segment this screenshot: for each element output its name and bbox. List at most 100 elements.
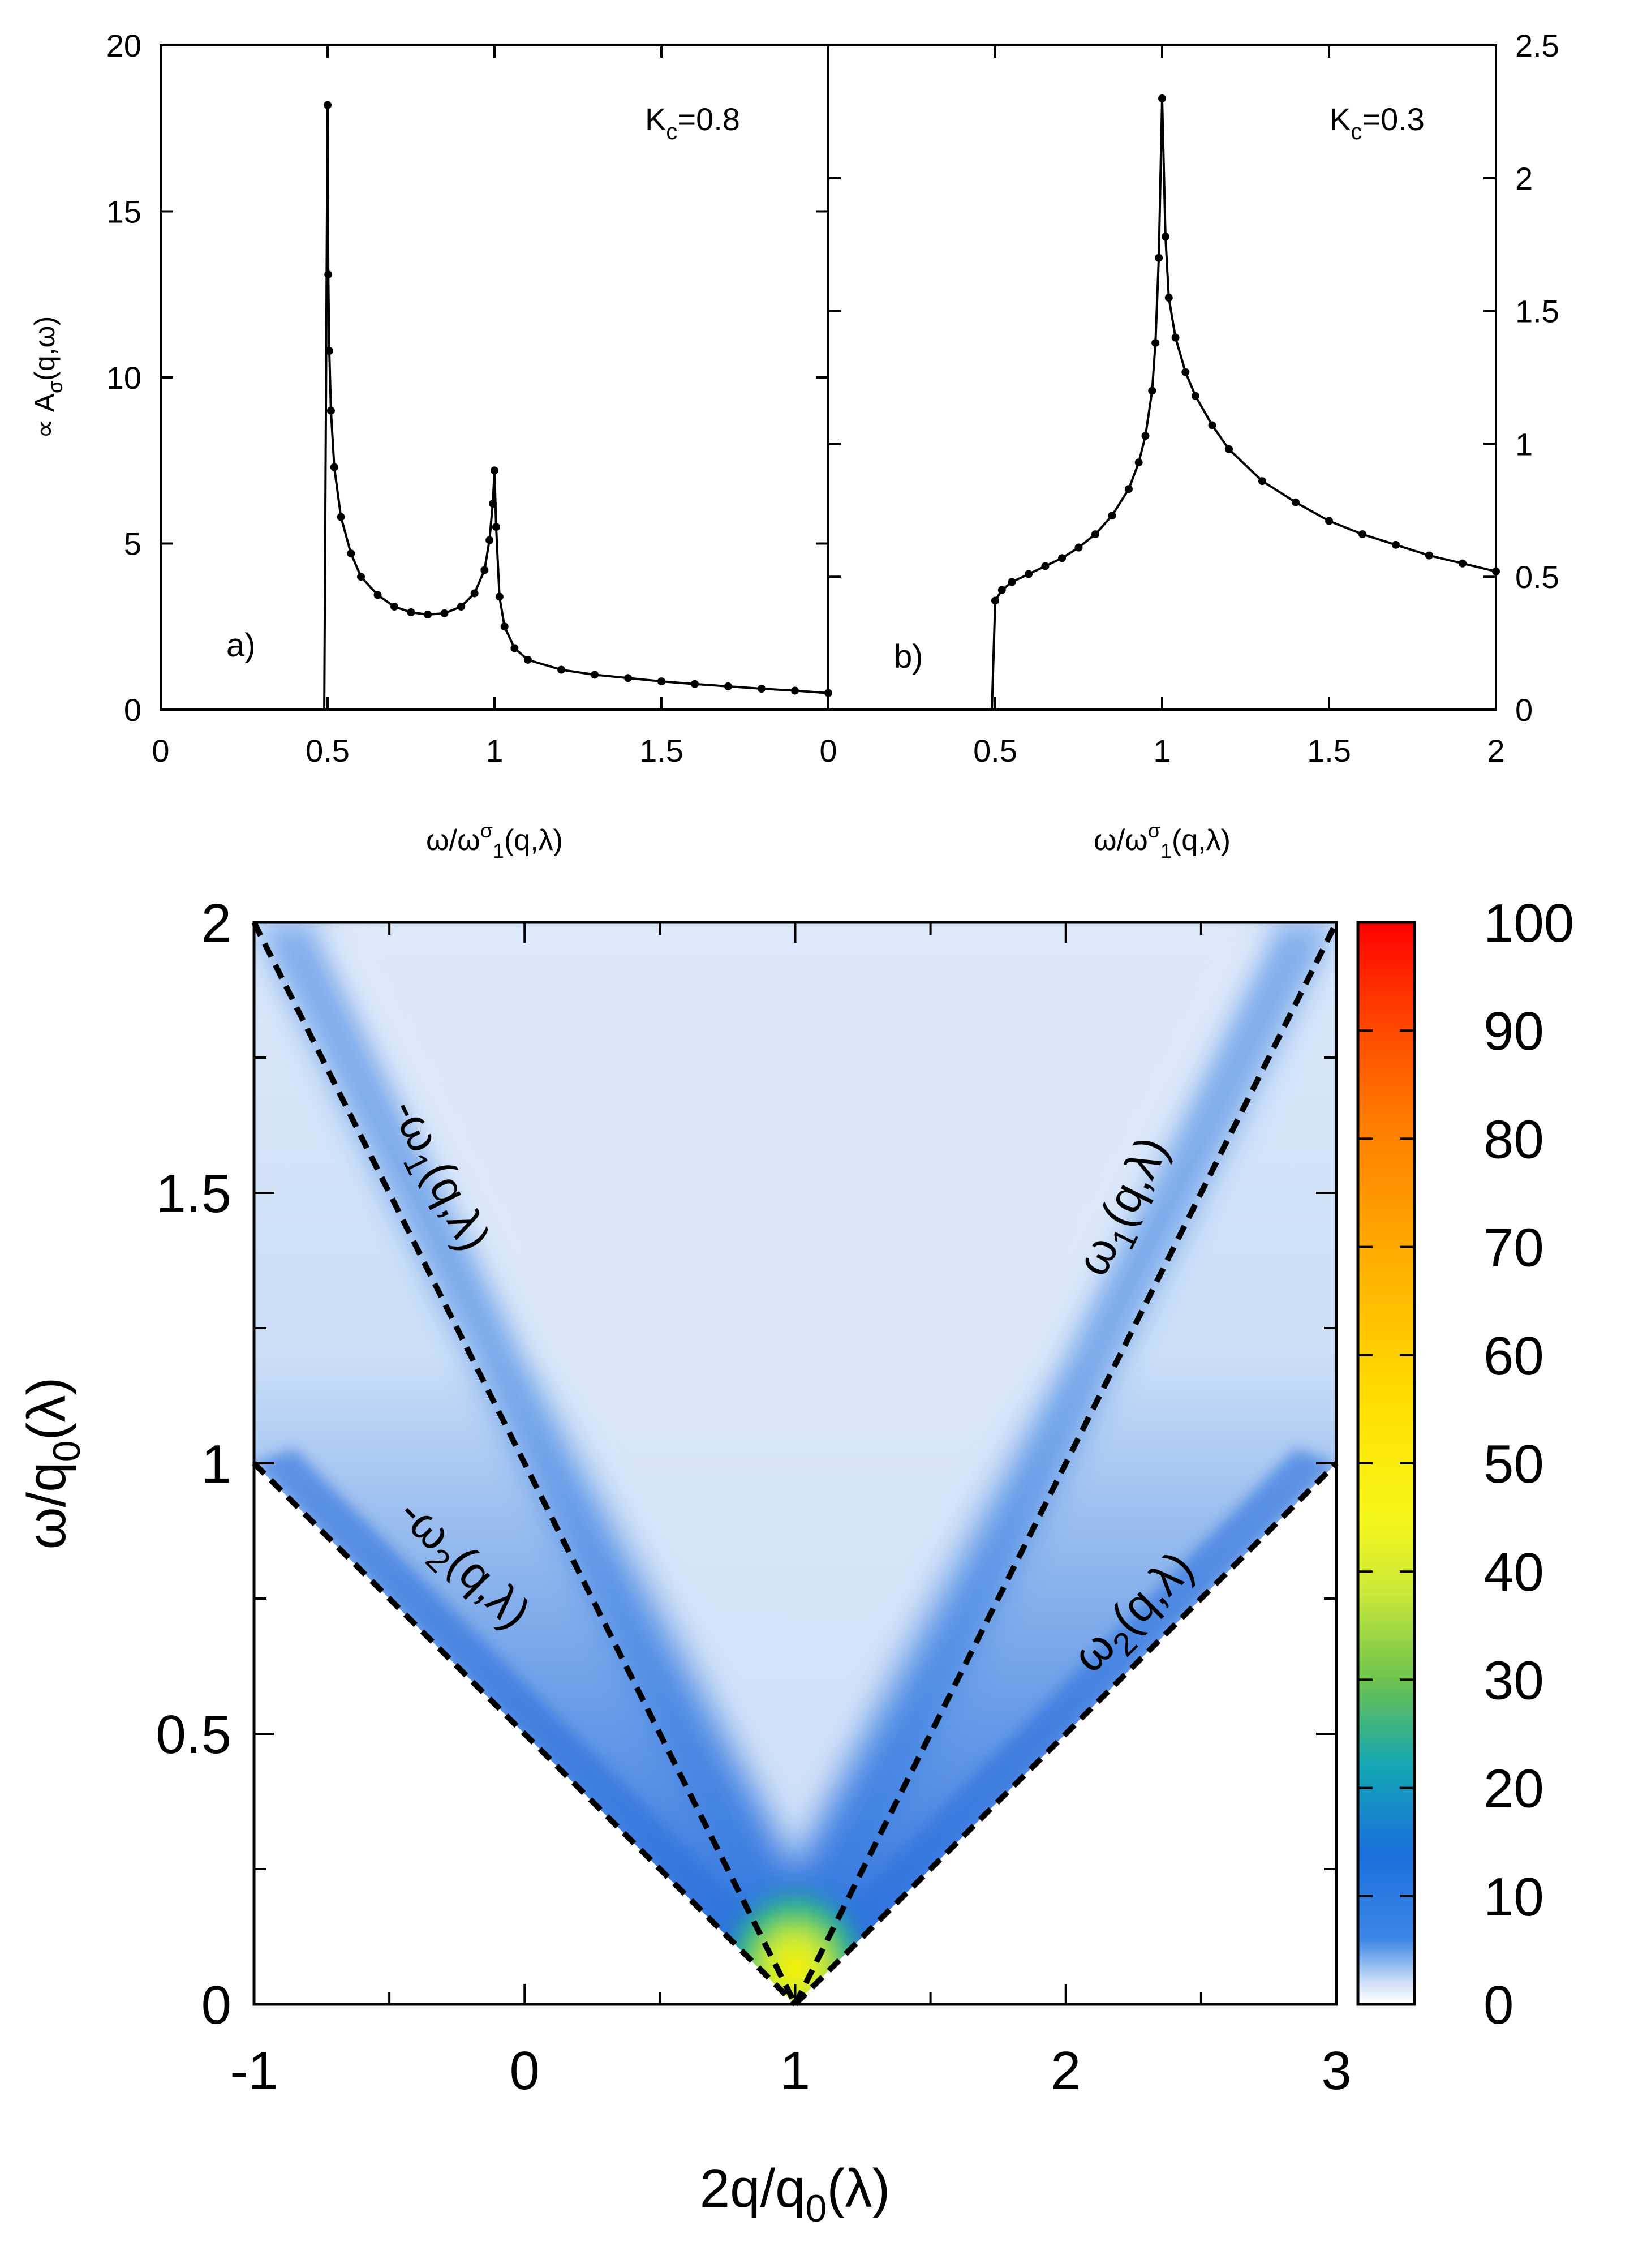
data-point <box>1041 562 1050 570</box>
data-point <box>470 589 479 598</box>
data-point <box>624 674 632 682</box>
colorbar-tick-label: 90 <box>1484 1001 1544 1062</box>
y-tick-label: 0.5 <box>1515 559 1559 595</box>
data-point <box>791 686 799 695</box>
data-point <box>1192 392 1199 400</box>
colorbar-tick-label: 0 <box>1484 1975 1513 2035</box>
data-point <box>1358 530 1366 539</box>
data-point <box>1025 570 1033 578</box>
data-point <box>485 536 494 544</box>
data-point <box>1008 578 1016 586</box>
panel-c: -1 0 1 2 300.511.52 -ω1(q,λ) -ω2(q,λ) ω1(q,λ… <box>16 893 1574 2230</box>
dashed-dispersion-line <box>251 921 798 2006</box>
dashed-dispersion-line <box>252 1461 798 2007</box>
data-point <box>1292 498 1300 506</box>
data-point <box>1074 543 1083 552</box>
data-point <box>1134 458 1143 467</box>
data-point <box>491 466 498 475</box>
data-point <box>1125 485 1133 493</box>
data-point <box>495 592 504 601</box>
y-tick-label: 20 <box>106 28 141 63</box>
data-point <box>1158 94 1166 102</box>
data-point <box>1108 512 1116 520</box>
x-tick-label: 1.5 <box>639 733 683 768</box>
data-point <box>524 655 532 664</box>
data-point <box>997 586 1006 594</box>
y-tick-label: 1 <box>1515 426 1533 462</box>
x-tick-label: 2 <box>1051 2041 1081 2101</box>
data-point <box>326 406 335 415</box>
data-point <box>1141 432 1150 440</box>
panel-b-label: b) <box>894 638 923 675</box>
panel-b: 0 0.5 1 1.5 200.511.522.5 b) Kc=0.3 ω/ωσ1(q,… <box>819 28 1559 862</box>
dashed-dispersion-line <box>793 921 1339 2006</box>
data-point <box>330 463 338 471</box>
x-tick-label: 2 <box>1487 733 1504 768</box>
colorbar-tick-label: 70 <box>1484 1218 1544 1278</box>
y-tick-label: 1.5 <box>156 1163 231 1224</box>
x-tick-label: 0 <box>510 2041 540 2101</box>
panel-b-xlabel: ω/ωσ1(q,λ) <box>1094 819 1231 862</box>
data-point <box>1425 551 1433 560</box>
y-tick-label: 2 <box>1515 161 1533 196</box>
heatmap-area <box>254 922 1336 2004</box>
data-point <box>991 596 999 605</box>
data-point <box>1155 254 1163 262</box>
data-point <box>1258 477 1266 486</box>
data-point <box>347 549 355 558</box>
panel-c-xlabel: 2q/q0(λ) <box>700 2158 891 2230</box>
x-tick-label: 3 <box>1321 2041 1351 2101</box>
colorbar-tick-label: 60 <box>1484 1326 1544 1386</box>
data-point <box>325 347 333 355</box>
x-tick-label: 0 <box>152 733 169 768</box>
y-tick-label: 1.5 <box>1515 294 1559 329</box>
data-point <box>1091 530 1099 539</box>
data-point <box>1208 421 1216 429</box>
y-tick-label: 15 <box>106 194 141 230</box>
y-tick-label: 0.5 <box>156 1704 231 1765</box>
y-tick-label: 0 <box>201 1975 231 2035</box>
data-point <box>1164 294 1173 302</box>
x-tick-label: 0.5 <box>973 733 1017 768</box>
panel-a-label: a) <box>226 627 256 664</box>
y-tick-label: 2.5 <box>1515 28 1559 63</box>
x-tick-label: 1 <box>780 2041 810 2101</box>
data-point <box>373 591 382 599</box>
colorbar-tick-label: 20 <box>1484 1759 1544 1819</box>
panel-a-curve <box>161 105 829 711</box>
data-point <box>1392 540 1400 549</box>
colorbar-tick-label: 100 <box>1484 893 1574 953</box>
data-point <box>337 513 345 521</box>
colorbar-tick-label: 40 <box>1484 1542 1544 1603</box>
panel-a: 0 0.5 1 1.5 0 5 10 15 20 a) Kc=0.8 ∝ Aσ(q,ω) ω/ω… <box>29 28 832 862</box>
data-point <box>1148 386 1156 395</box>
data-point <box>691 680 699 688</box>
data-point <box>489 500 497 508</box>
y-tick-label: 0 <box>1515 692 1533 728</box>
colorbar-tick-label: 10 <box>1484 1867 1544 1927</box>
x-tick-label: 0.5 <box>306 733 350 768</box>
panel-b-kc-annotation: Kc=0.3 <box>1330 101 1425 144</box>
panel-a-frame <box>160 44 829 711</box>
x-tick-label: 1 <box>485 733 503 768</box>
data-point <box>457 603 465 611</box>
data-point <box>510 644 519 652</box>
data-point <box>1171 333 1180 342</box>
data-point <box>758 685 766 693</box>
data-point <box>480 566 489 574</box>
x-tick-label: 1 <box>1153 733 1171 768</box>
dashed-dispersion-line <box>793 1461 1339 2007</box>
data-point <box>492 523 500 531</box>
data-point <box>440 609 449 617</box>
data-point <box>1225 445 1233 453</box>
data-point <box>557 665 565 674</box>
panel-c-ylabel: ω/q0(λ) <box>16 1377 88 1550</box>
data-point <box>1492 567 1500 575</box>
data-point <box>1325 517 1333 525</box>
data-point <box>1151 338 1160 347</box>
colorbar-tick-label: 80 <box>1484 1109 1544 1170</box>
panel-a-kc-annotation: Kc=0.8 <box>645 101 740 144</box>
data-point <box>324 101 332 109</box>
y-tick-label: 2 <box>201 893 231 953</box>
